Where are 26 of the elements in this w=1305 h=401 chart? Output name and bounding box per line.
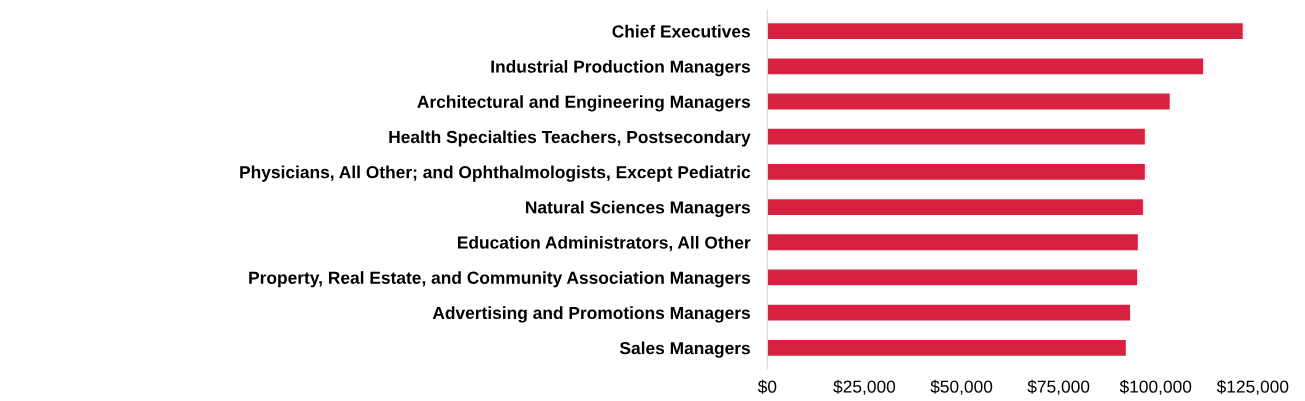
y-tick-label: Industrial Production Managers xyxy=(491,60,750,77)
bar xyxy=(767,339,1126,356)
y-tick-label: Health Specialties Teachers, Postsecondary xyxy=(389,130,751,147)
y-tick-label: Education Administrators, All Other xyxy=(457,235,751,252)
y-tick-label: Physicians, All Other; and Ophthalmologists, Except Pediatric xyxy=(240,165,751,182)
bar xyxy=(767,128,1145,145)
x-tick-label: $75,000 xyxy=(1027,379,1090,395)
y-tick-label: Sales Managers xyxy=(619,341,750,358)
bar xyxy=(767,23,1243,40)
x-tick-label: $25,000 xyxy=(833,379,896,395)
y-tick-label: Advertising and Promotions Managers xyxy=(432,306,750,323)
y-tick-label: Natural Sciences Managers xyxy=(526,200,750,218)
y-tick-label: Chief Executives xyxy=(612,24,750,38)
bar xyxy=(767,304,1131,321)
x-tick-label: $50,000 xyxy=(930,379,993,395)
bar xyxy=(767,199,1143,215)
x-tick-label: $100,000 xyxy=(1119,379,1192,395)
bar xyxy=(767,234,1138,251)
y-tick-label: Property, Real Estate, and Community Association Managers xyxy=(249,271,750,288)
bar xyxy=(767,93,1170,110)
x-tick-label: $0 xyxy=(757,379,777,394)
y-tick-label: Architectural and Engineering Managers xyxy=(417,95,750,112)
bar xyxy=(767,269,1138,286)
x-tick-label: $125,000 xyxy=(1216,379,1289,395)
bar xyxy=(767,163,1145,180)
bar xyxy=(767,58,1204,75)
